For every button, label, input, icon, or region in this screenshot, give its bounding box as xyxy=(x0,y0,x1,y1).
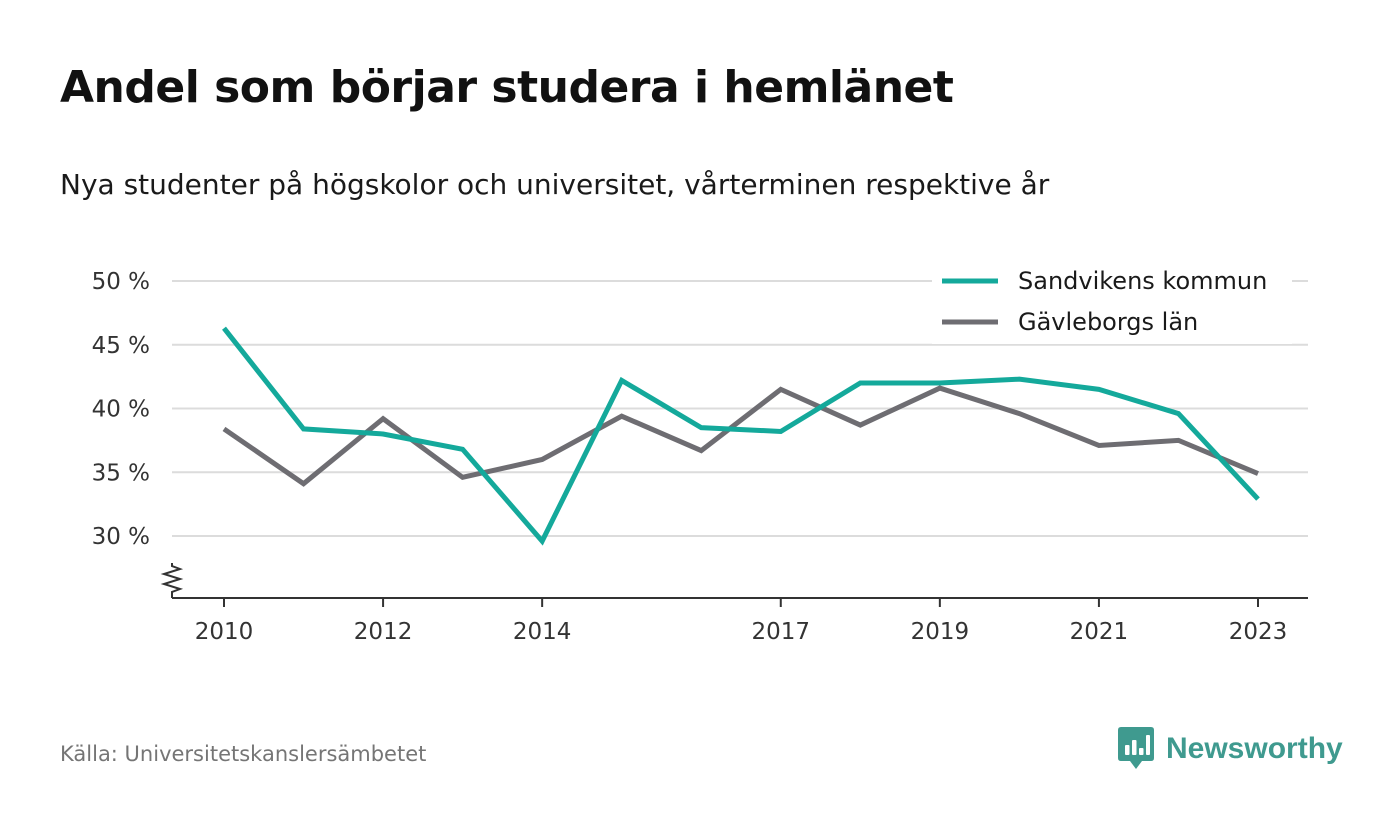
legend-label: Sandvikens kommun xyxy=(1018,267,1267,295)
y-tick-label: 35 % xyxy=(92,460,150,486)
brand-logo: Newsworthy xyxy=(1118,726,1343,772)
y-tick-label: 45 % xyxy=(92,333,150,359)
source-note: Källa: Universitetskanslersämbetet xyxy=(60,742,427,766)
chart-subtitle: Nya studenter på högskolor och universit… xyxy=(60,168,1050,201)
newsworthy-logo-icon xyxy=(1118,727,1154,769)
series-line-sandvikens-kommun xyxy=(222,326,1260,546)
brand-name: Newsworthy xyxy=(1166,732,1343,765)
y-tick-label: 50 % xyxy=(92,269,150,295)
x-tick-label: 2023 xyxy=(1229,619,1288,645)
x-tick-label: 2014 xyxy=(513,619,572,645)
x-tick-label: 2012 xyxy=(354,619,413,645)
axis-break-icon xyxy=(160,563,184,598)
x-tick-label: 2017 xyxy=(751,619,810,645)
y-tick-label: 40 % xyxy=(92,397,150,423)
x-tick-label: 2019 xyxy=(911,619,970,645)
legend-background xyxy=(932,260,1292,344)
x-tick-label: 2021 xyxy=(1070,619,1129,645)
x-tick-label: 2010 xyxy=(195,619,254,645)
series-line-gävleborgs-län xyxy=(222,385,1259,487)
y-tick-label: 30 % xyxy=(92,524,150,550)
legend-label: Gävleborgs län xyxy=(1018,308,1198,336)
chart-title: Andel som börjar studera i hemlänet xyxy=(60,62,954,113)
